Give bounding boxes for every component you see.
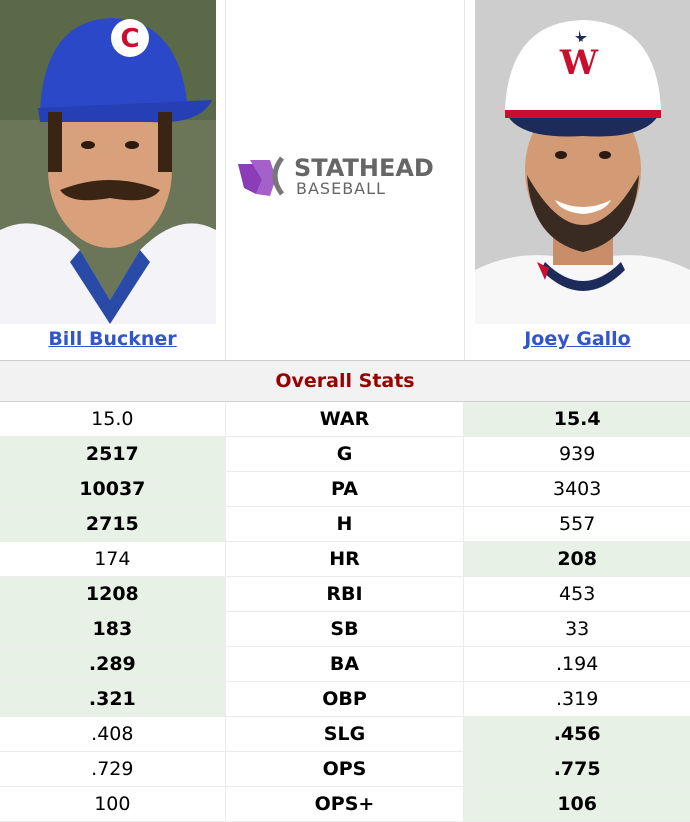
right-stat-value: 15.4 — [464, 402, 690, 436]
right-player-column: W Joey Gallo — [465, 0, 690, 360]
stat-label: H — [226, 507, 465, 541]
left-stat-value: 183 — [0, 612, 226, 646]
right-stat-value: .775 — [464, 752, 690, 786]
stat-row: 10037 PA 3403 — [0, 472, 690, 507]
section-title: Overall Stats — [0, 360, 690, 402]
right-stat-value: 557 — [559, 513, 596, 535]
stat-label: RBI — [226, 577, 465, 611]
stat-row: 1208 RBI 453 — [0, 577, 690, 612]
right-stat-value: .194 — [556, 653, 599, 675]
stat-row: 183 SB 33 — [0, 612, 690, 647]
stats-table: 15.0 WAR 15.4 2517 G 939 10037 PA 3403 2… — [0, 402, 690, 822]
right-stat-value: 3403 — [552, 478, 602, 500]
stat-label: OPS+ — [226, 787, 465, 821]
stat-row: .408 SLG .456 — [0, 717, 690, 752]
left-stat-value: 174 — [0, 542, 226, 576]
svg-text:C: C — [120, 24, 139, 54]
right-stat-value: 939 — [559, 443, 596, 465]
svg-text:STATHEAD: STATHEAD — [294, 154, 434, 182]
stat-label: SLG — [226, 717, 465, 751]
stathead-logo[interactable]: STATHEAD BASEBALL — [236, 152, 458, 200]
right-stat-value: 106 — [464, 787, 690, 821]
stat-row: 174 HR 208 — [0, 542, 690, 577]
left-stat-value: .729 — [0, 752, 226, 786]
right-stat-value: 453 — [559, 583, 596, 605]
stat-row: 15.0 WAR 15.4 — [0, 402, 690, 437]
stat-label: BA — [226, 647, 465, 681]
stat-row: 100 OPS+ 106 — [0, 787, 690, 822]
left-stat-value: 15.0 — [0, 402, 226, 436]
stat-row: 2517 G 939 — [0, 437, 690, 472]
stat-row: .321 OBP .319 — [0, 682, 690, 717]
left-stat-value: .289 — [0, 647, 226, 681]
stat-label: WAR — [226, 402, 465, 436]
right-player-photo[interactable]: W — [475, 0, 690, 324]
left-stat-value: 2517 — [0, 437, 226, 471]
logo-column: STATHEAD BASEBALL — [226, 0, 465, 360]
logo-mark-icon — [238, 164, 262, 194]
svg-text:W: W — [559, 43, 599, 83]
right-stat-value: 208 — [464, 542, 690, 576]
left-stat-value: .408 — [0, 717, 226, 751]
stat-row: .729 OPS .775 — [0, 752, 690, 787]
left-stat-value: 1208 — [0, 577, 226, 611]
player-header: C Bill Buckner STATHEAD BAS — [0, 0, 690, 360]
stat-label: G — [226, 437, 465, 471]
svg-text:BASEBALL: BASEBALL — [296, 179, 386, 198]
stat-label: OBP — [226, 682, 465, 716]
left-stat-value: .321 — [0, 682, 226, 716]
stat-label: SB — [226, 612, 465, 646]
right-stat-value: 33 — [565, 618, 590, 640]
left-stat-value: 10037 — [0, 472, 226, 506]
right-stat-value: .456 — [464, 717, 690, 751]
left-stat-value: 100 — [0, 787, 226, 821]
stat-row: .289 BA .194 — [0, 647, 690, 682]
stat-label: HR — [226, 542, 465, 576]
right-player-link[interactable]: Joey Gallo — [524, 328, 631, 350]
left-stat-value: 2715 — [0, 507, 226, 541]
stat-row: 2715 H 557 — [0, 507, 690, 542]
left-player-column: C Bill Buckner — [0, 0, 226, 360]
right-stat-value: .319 — [556, 688, 599, 710]
stat-label: OPS — [226, 752, 465, 786]
stat-label: PA — [226, 472, 465, 506]
left-player-photo[interactable]: C — [0, 0, 216, 324]
left-player-link[interactable]: Bill Buckner — [48, 328, 177, 350]
